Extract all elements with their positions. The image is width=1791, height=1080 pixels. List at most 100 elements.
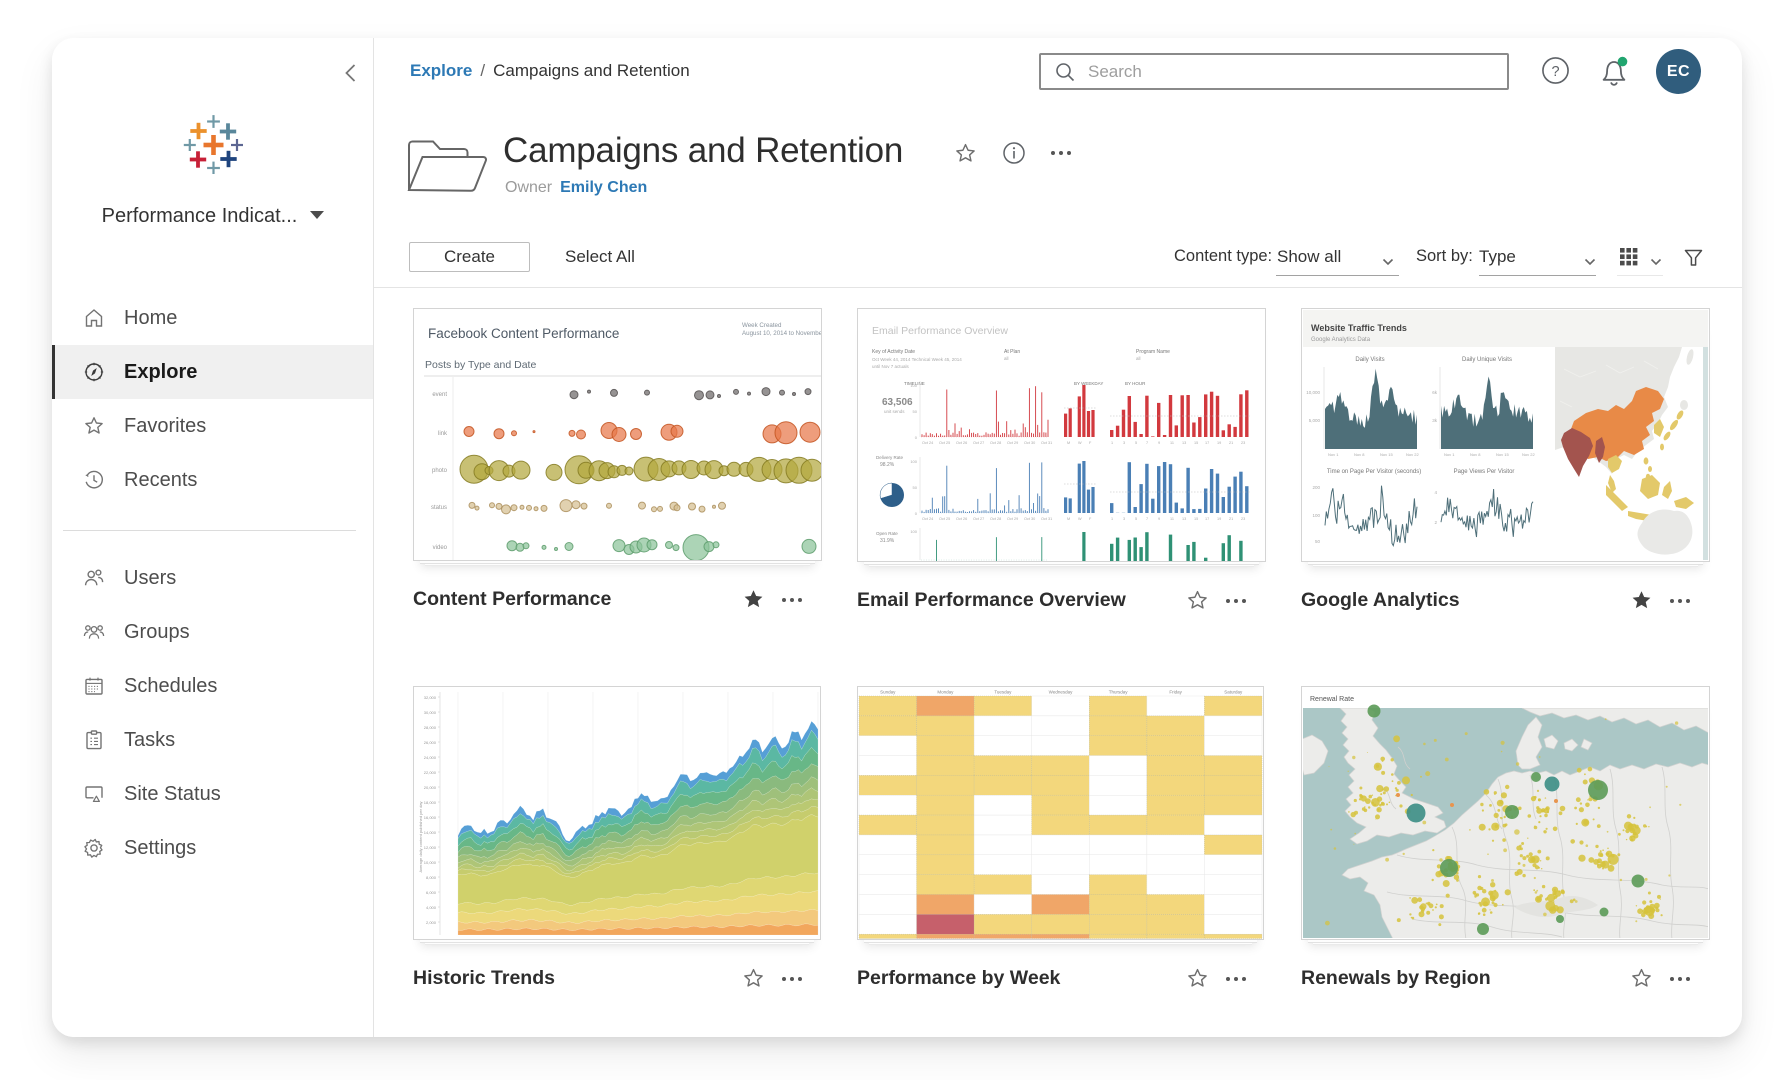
- svg-text:6,000: 6,000: [426, 890, 437, 895]
- svg-text:Renewal Rate: Renewal Rate: [1310, 696, 1354, 703]
- svg-text:4: 4: [1434, 490, 1437, 495]
- svg-text:Oct 26: Oct 26: [956, 517, 967, 521]
- svg-text:3: 3: [1123, 517, 1125, 521]
- svg-text:200: 200: [1312, 485, 1320, 490]
- svg-text:100: 100: [910, 529, 917, 534]
- svg-text:14,000: 14,000: [424, 830, 437, 835]
- svg-text:all: all: [1004, 356, 1009, 361]
- svg-text:Oct 30: Oct 30: [1024, 441, 1035, 445]
- svg-text:Oct 24: Oct 24: [922, 517, 933, 521]
- svg-text:Friday: Friday: [1169, 690, 1182, 695]
- svg-text:8,000: 8,000: [426, 875, 437, 880]
- svg-text:Sunday: Sunday: [880, 690, 896, 695]
- svg-text:Oct 26: Oct 26: [956, 441, 967, 445]
- svg-text:status: status: [431, 505, 447, 511]
- svg-text:3: 3: [1123, 441, 1125, 445]
- svg-text:Oct 29: Oct 29: [1007, 517, 1018, 521]
- svg-text:Nov 1: Nov 1: [1444, 452, 1455, 457]
- svg-text:Saturday: Saturday: [1224, 690, 1243, 695]
- svg-text:100: 100: [910, 383, 917, 388]
- svg-text:23: 23: [1241, 517, 1245, 521]
- svg-text:5,000: 5,000: [1309, 418, 1321, 423]
- svg-text:Nov 8: Nov 8: [1470, 452, 1481, 457]
- svg-text:Oct 27: Oct 27: [973, 517, 984, 521]
- svg-text:photo: photo: [432, 468, 448, 474]
- svg-text:30,000: 30,000: [424, 710, 437, 715]
- svg-text:M: M: [1067, 441, 1070, 445]
- svg-text:M: M: [1067, 517, 1070, 521]
- svg-text:9: 9: [1158, 441, 1160, 445]
- svg-text:Oct 29: Oct 29: [1007, 441, 1018, 445]
- svg-text:BY HOUR: BY HOUR: [1125, 381, 1146, 386]
- svg-text:Program Name: Program Name: [1136, 349, 1170, 355]
- svg-text:12,000: 12,000: [424, 845, 437, 850]
- svg-text:11: 11: [1170, 517, 1174, 521]
- svg-text:50: 50: [913, 409, 918, 414]
- svg-text:Google Analytics Data: Google Analytics Data: [1311, 337, 1371, 343]
- svg-text:F: F: [1089, 517, 1092, 521]
- svg-text:15: 15: [1194, 517, 1198, 521]
- svg-text:Monday: Monday: [937, 690, 954, 695]
- svg-text:Key of Activity Date: Key of Activity Date: [872, 349, 915, 355]
- svg-text:50: 50: [913, 485, 918, 490]
- svg-text:50: 50: [1315, 539, 1321, 544]
- svg-text:unit sends: unit sends: [884, 409, 905, 414]
- svg-text:32,000: 32,000: [424, 695, 437, 700]
- svg-text:7: 7: [1146, 441, 1148, 445]
- svg-text:W: W: [1078, 517, 1082, 521]
- svg-text:1: 1: [1111, 441, 1113, 445]
- svg-text:Time on Page Per Visitor (seco: Time on Page Per Visitor (seconds): [1327, 469, 1421, 475]
- svg-text:F: F: [1089, 441, 1092, 445]
- svg-text:Thursday: Thursday: [1109, 690, 1129, 695]
- svg-text:11: 11: [1170, 441, 1174, 445]
- svg-text:Tuesday: Tuesday: [994, 690, 1012, 695]
- svg-text:19: 19: [1217, 441, 1221, 445]
- svg-text:5: 5: [1135, 517, 1137, 521]
- svg-text:9: 9: [1158, 517, 1160, 521]
- svg-text:Nov 22: Nov 22: [1522, 452, 1535, 457]
- svg-text:Website Traffic Trends: Website Traffic Trends: [1311, 323, 1407, 333]
- svg-text:21: 21: [1229, 517, 1233, 521]
- svg-text:Posts by Type and Date: Posts by Type and Date: [425, 359, 536, 371]
- svg-text:98.2%: 98.2%: [880, 462, 895, 468]
- svg-text:63,506: 63,506: [882, 397, 913, 408]
- svg-text:3k: 3k: [1432, 418, 1438, 423]
- svg-text:23: 23: [1241, 441, 1245, 445]
- svg-text:Nov 22: Nov 22: [1406, 452, 1419, 457]
- svg-text:TIMELINE: TIMELINE: [904, 381, 925, 386]
- svg-text:Open Rate: Open Rate: [876, 531, 898, 536]
- svg-text:31.9%: 31.9%: [880, 538, 895, 544]
- svg-text:Nov 8: Nov 8: [1354, 452, 1365, 457]
- svg-text:0: 0: [915, 435, 918, 440]
- svg-text:Nov 15: Nov 15: [1496, 452, 1509, 457]
- svg-text:Oct 27: Oct 27: [973, 441, 984, 445]
- svg-text:Nov 15: Nov 15: [1380, 452, 1393, 457]
- svg-text:17: 17: [1205, 517, 1209, 521]
- svg-text:Oct 30: Oct 30: [1024, 517, 1035, 521]
- svg-text:2: 2: [1434, 520, 1437, 525]
- svg-text:Oct 24: Oct 24: [922, 441, 933, 445]
- svg-text:all: all: [1136, 356, 1141, 361]
- svg-text:event: event: [432, 392, 447, 398]
- svg-text:24,000: 24,000: [424, 755, 437, 760]
- svg-text:BY WEEKDAY: BY WEEKDAY: [1074, 381, 1103, 386]
- svg-text:4,000: 4,000: [426, 905, 437, 910]
- svg-text:Daily Unique Visits: Daily Unique Visits: [1462, 357, 1512, 363]
- svg-text:22,000: 22,000: [424, 770, 437, 775]
- svg-text:6k: 6k: [1432, 390, 1438, 395]
- svg-text:21: 21: [1229, 441, 1233, 445]
- svg-text:Nov 1: Nov 1: [1328, 452, 1339, 457]
- svg-text:5: 5: [1135, 441, 1137, 445]
- svg-text:100: 100: [910, 459, 917, 464]
- svg-text:Week Created: Week Created: [742, 322, 782, 329]
- svg-text:?: ?: [1551, 64, 1559, 80]
- svg-text:until Nov 7 actuals: until Nov 7 actuals: [872, 364, 910, 369]
- svg-text:Page Views Per Visitor: Page Views Per Visitor: [1454, 469, 1515, 475]
- svg-text:10,000: 10,000: [1306, 390, 1320, 395]
- svg-text:28,000: 28,000: [424, 725, 437, 730]
- svg-text:15: 15: [1194, 441, 1198, 445]
- svg-text:At Plan: At Plan: [1004, 349, 1020, 355]
- svg-text:Delivery Rate: Delivery Rate: [876, 455, 904, 460]
- svg-text:0: 0: [915, 511, 918, 516]
- svg-text:13: 13: [1182, 441, 1186, 445]
